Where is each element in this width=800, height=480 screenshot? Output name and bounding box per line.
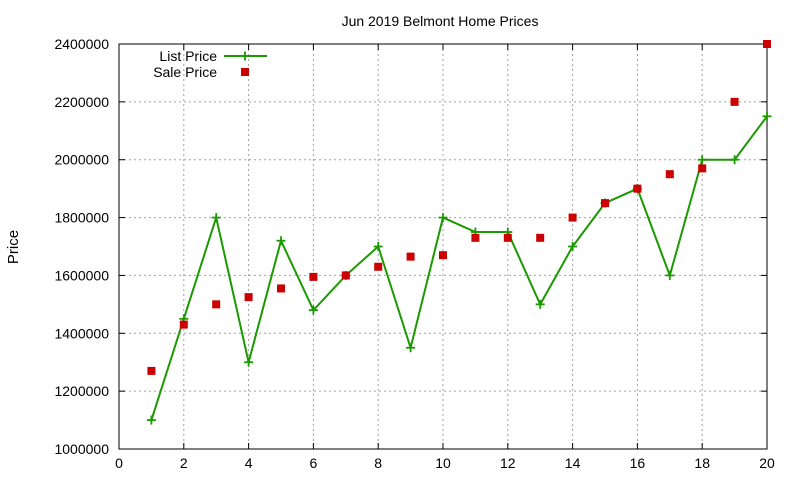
list-price-line [150,115,768,421]
list-price-point [308,305,318,315]
series-area [146,40,772,425]
grid [119,44,767,449]
y-tick-label: 1400000 [54,325,109,341]
sale-price-point [633,184,642,193]
list-price-point [535,299,545,309]
sale-price-point [665,170,674,179]
y-tick-label: 1800000 [54,210,109,226]
sale-price-point [341,271,350,280]
list-price-point [697,155,707,165]
sale-price-point [406,252,415,261]
x-tick-label: 2 [180,455,188,471]
sale-price-point [374,262,383,271]
legend-marker-list-price [240,51,250,61]
legend-marker-sale-price [241,68,249,76]
list-price-point [244,357,254,367]
y-tick-label: 1000000 [54,441,109,457]
y-tick-label: 2200000 [54,94,109,110]
x-tick-label: 8 [374,455,382,471]
sale-price-point [277,284,285,293]
sale-price-point [536,233,545,242]
list-price-point [730,155,740,165]
y-axis-label: Price [5,230,22,264]
sale-price-point [698,164,707,173]
x-tick-label: 12 [500,455,516,471]
sale-price-point [244,293,253,302]
list-price-point [762,111,772,121]
y-tick-label: 2400000 [54,36,109,52]
x-tick-label: 4 [245,455,253,471]
x-tick-label: 10 [435,455,451,471]
list-price-point [438,213,448,223]
list-price-point [276,236,286,246]
sale-price-point [147,366,156,375]
legend-label-sale-price: Sale Price [153,64,217,80]
list-price-point [406,343,416,353]
legend-label-list-price: List Price [159,48,217,64]
x-tick-label: 16 [630,455,646,471]
sale-price-point [503,233,512,242]
sale-price-point [601,199,609,208]
x-tick-label: 6 [310,455,318,471]
sale-price-point [439,251,447,260]
x-tick-label: 20 [759,455,775,471]
x-tick-label: 14 [565,455,581,471]
chart-title: Jun 2019 Belmont Home Prices [342,13,539,29]
list-price-point [373,242,383,251]
x-tick-label: 0 [115,455,123,471]
y-tick-label: 2000000 [54,152,109,168]
list-price-point [211,213,221,223]
list-price-point [568,242,578,251]
sale-price-point [309,272,318,281]
list-price-point [146,415,156,425]
x-tick-label: 18 [694,455,710,471]
list-price-point [665,270,675,280]
y-tick-label: 1200000 [54,383,109,399]
sale-price-point [179,320,188,329]
sale-price-point [730,97,739,106]
axes: 0 2 4 6 8 10 12 14 16 18 20 1000000 1200000 1400000 16… [54,36,775,471]
sale-price-point [212,300,221,309]
y-tick-label: 1600000 [54,267,109,283]
sale-price-point [471,233,480,242]
sale-price-point [568,213,577,222]
sale-price-point [763,40,771,48]
